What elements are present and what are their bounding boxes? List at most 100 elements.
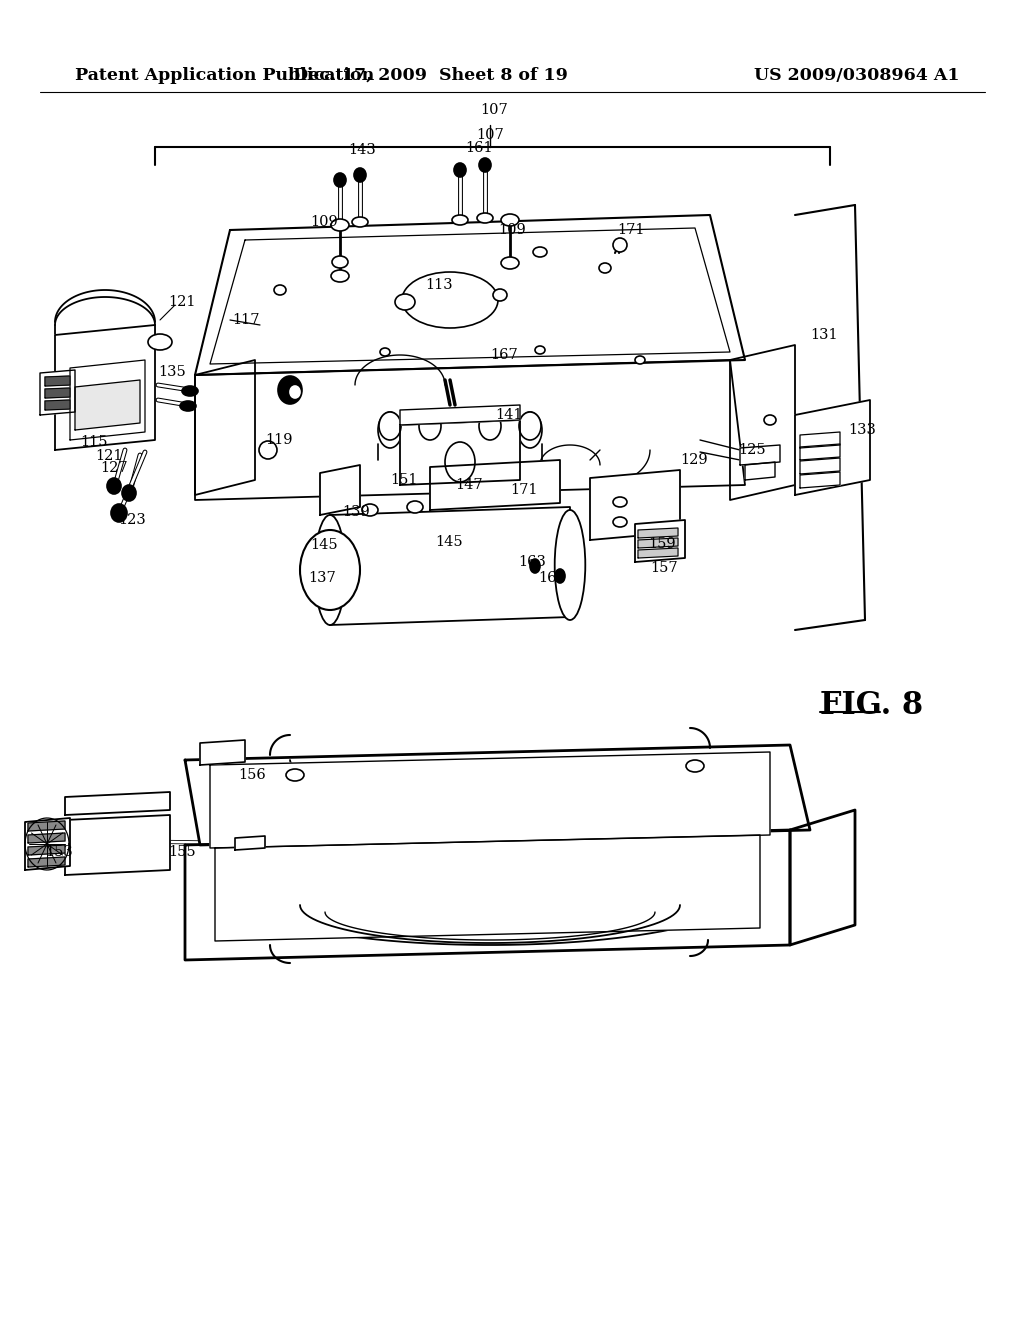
Text: 119: 119 (265, 433, 293, 447)
Ellipse shape (332, 220, 348, 230)
Text: 127: 127 (100, 461, 128, 475)
Polygon shape (790, 810, 855, 945)
Ellipse shape (407, 502, 423, 513)
Ellipse shape (454, 162, 466, 177)
Text: 157: 157 (650, 561, 678, 576)
Ellipse shape (478, 412, 502, 447)
Text: 121: 121 (95, 449, 123, 463)
Polygon shape (195, 215, 745, 375)
Text: 137: 137 (308, 572, 336, 585)
Ellipse shape (452, 215, 468, 224)
Text: 117: 117 (232, 313, 259, 327)
Text: 115: 115 (80, 436, 108, 449)
Text: 133: 133 (848, 422, 876, 437)
Polygon shape (200, 741, 245, 766)
Ellipse shape (286, 770, 304, 781)
Polygon shape (28, 857, 65, 867)
Text: 145: 145 (310, 539, 338, 552)
Polygon shape (800, 458, 840, 474)
Ellipse shape (613, 238, 627, 252)
Polygon shape (234, 836, 265, 850)
Ellipse shape (334, 173, 346, 187)
Ellipse shape (395, 294, 415, 310)
Polygon shape (638, 528, 678, 539)
Text: 109: 109 (498, 223, 525, 238)
Text: 159: 159 (648, 537, 676, 550)
Polygon shape (195, 360, 745, 500)
Text: 155: 155 (168, 845, 196, 859)
Ellipse shape (259, 441, 278, 459)
Polygon shape (800, 444, 840, 459)
Ellipse shape (501, 214, 519, 226)
Ellipse shape (493, 289, 507, 301)
Text: 141: 141 (495, 408, 522, 422)
Text: 171: 171 (510, 483, 538, 498)
Ellipse shape (352, 216, 368, 227)
Text: US 2009/0308964 A1: US 2009/0308964 A1 (755, 66, 961, 83)
Polygon shape (195, 360, 255, 495)
Polygon shape (638, 548, 678, 558)
Text: 139: 139 (342, 506, 370, 519)
Polygon shape (75, 380, 140, 430)
Polygon shape (210, 752, 770, 847)
Ellipse shape (764, 414, 776, 425)
Polygon shape (215, 836, 760, 941)
Ellipse shape (278, 376, 302, 404)
Text: 156: 156 (238, 768, 266, 781)
Ellipse shape (274, 285, 286, 294)
Text: Dec. 17, 2009  Sheet 8 of 19: Dec. 17, 2009 Sheet 8 of 19 (293, 66, 567, 83)
Text: 107: 107 (480, 103, 508, 117)
Polygon shape (25, 818, 70, 870)
Text: 151: 151 (390, 473, 418, 487)
Ellipse shape (106, 478, 121, 494)
Ellipse shape (332, 256, 348, 268)
Ellipse shape (331, 271, 349, 282)
Ellipse shape (477, 213, 493, 223)
Polygon shape (65, 792, 170, 814)
Text: 171: 171 (617, 223, 644, 238)
Ellipse shape (379, 412, 401, 440)
Ellipse shape (534, 247, 547, 257)
Polygon shape (400, 420, 520, 484)
Text: 131: 131 (810, 327, 838, 342)
Ellipse shape (362, 504, 378, 516)
Ellipse shape (519, 412, 541, 440)
Ellipse shape (518, 412, 542, 447)
Ellipse shape (535, 346, 545, 354)
Ellipse shape (380, 348, 390, 356)
Text: 109: 109 (310, 215, 338, 228)
Ellipse shape (501, 257, 519, 269)
Text: 153: 153 (45, 845, 73, 859)
Polygon shape (28, 821, 65, 832)
Text: 129: 129 (680, 453, 708, 467)
Ellipse shape (635, 356, 645, 364)
Polygon shape (745, 462, 775, 480)
Text: 125: 125 (738, 444, 766, 457)
Ellipse shape (479, 158, 490, 172)
Ellipse shape (402, 272, 498, 327)
Text: 163: 163 (518, 554, 546, 569)
Polygon shape (800, 432, 840, 447)
Text: 145: 145 (435, 535, 463, 549)
Text: 107: 107 (476, 128, 504, 143)
Polygon shape (210, 228, 730, 364)
Polygon shape (45, 388, 70, 399)
Polygon shape (635, 520, 685, 562)
Text: 167: 167 (490, 348, 518, 362)
Text: 121: 121 (168, 294, 196, 309)
Ellipse shape (479, 412, 501, 440)
Ellipse shape (599, 263, 611, 273)
Ellipse shape (182, 385, 198, 396)
Polygon shape (55, 325, 155, 450)
Ellipse shape (419, 412, 441, 440)
Polygon shape (740, 445, 780, 465)
Polygon shape (70, 360, 145, 440)
Ellipse shape (613, 498, 627, 507)
Ellipse shape (686, 760, 705, 772)
Polygon shape (185, 744, 810, 845)
Ellipse shape (300, 531, 360, 610)
Ellipse shape (290, 385, 300, 399)
Polygon shape (45, 376, 70, 385)
Polygon shape (330, 507, 570, 624)
Text: 113: 113 (425, 279, 453, 292)
